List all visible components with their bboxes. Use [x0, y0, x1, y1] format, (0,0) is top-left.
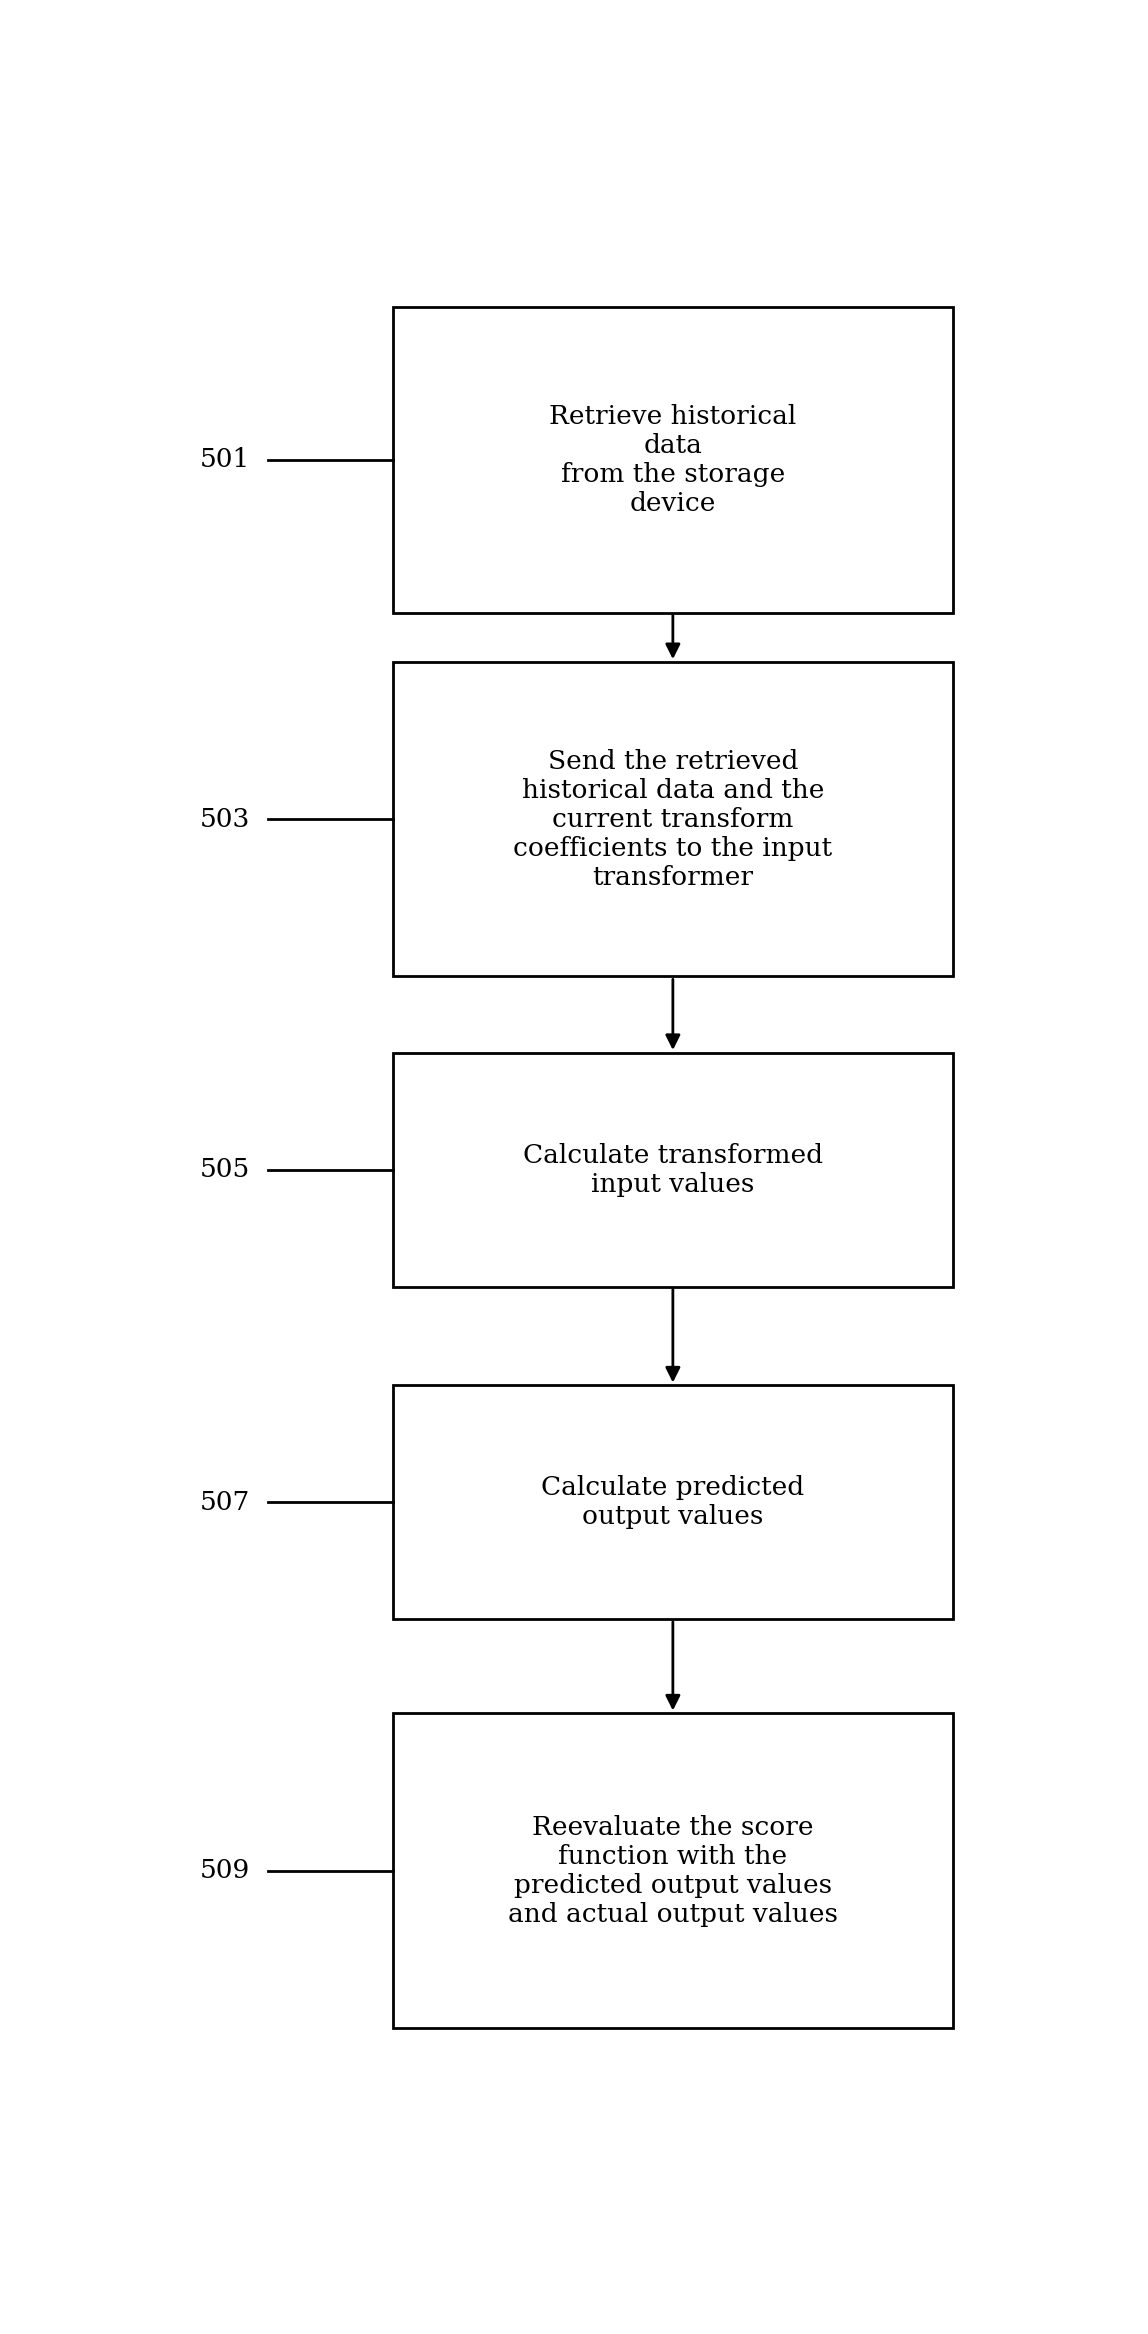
- Bar: [393, 1053, 953, 1286]
- Text: 509: 509: [200, 1858, 250, 1884]
- Bar: [393, 663, 953, 976]
- Text: Calculate transformed
input values: Calculate transformed input values: [522, 1144, 823, 1197]
- Text: 503: 503: [200, 808, 250, 831]
- Text: 501: 501: [200, 448, 250, 471]
- Bar: [393, 1713, 953, 2028]
- Text: Send the retrieved
historical data and the
current transform
coefficients to the: Send the retrieved historical data and t…: [513, 749, 832, 889]
- Text: 507: 507: [200, 1489, 250, 1515]
- Bar: [393, 308, 953, 612]
- Text: Calculate predicted
output values: Calculate predicted output values: [542, 1475, 805, 1529]
- Text: Reevaluate the score
function with the
predicted output values
and actual output: Reevaluate the score function with the p…: [507, 1814, 838, 1926]
- Bar: [393, 1386, 953, 1620]
- Text: Retrieve historical
data
from the storage
device: Retrieve historical data from the storag…: [549, 404, 797, 516]
- Text: 505: 505: [200, 1158, 250, 1183]
